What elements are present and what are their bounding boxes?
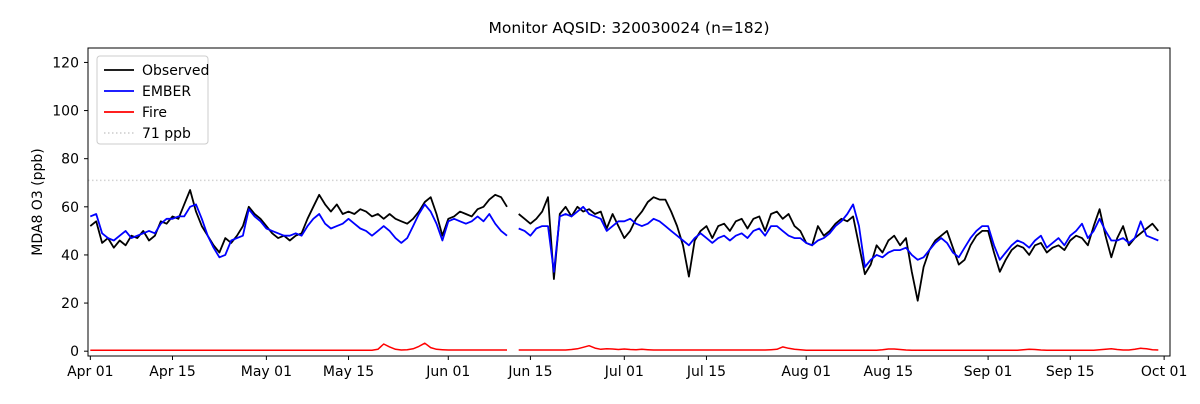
fire-line [90,342,507,351]
observed-line [89,189,508,254]
y-tick-label: 0 [70,344,79,360]
x-tick-label: Aug 15 [864,364,914,380]
legend-label-fire: Fire [142,105,167,121]
x-tick-label: Apr 01 [67,364,113,380]
x-tick-label: Jul 01 [604,364,644,380]
x-tick-label: May 01 [241,364,292,380]
legend-label-observed: Observed [142,63,209,79]
x-tick-label: Sep 15 [1046,364,1095,380]
x-tick-label: Aug 01 [781,364,831,380]
y-tick-label: 120 [52,55,79,71]
x-tick-label: Jun 15 [507,364,552,380]
x-tick-label: May 15 [323,364,374,380]
ember-line [89,203,508,259]
observed-line [518,196,1159,302]
fire-line [518,344,1159,351]
x-tick-label: Oct 01 [1141,364,1187,380]
legend-box [96,55,209,145]
y-tick-label: 60 [61,200,79,216]
y-axis-label: MDA8 O3 (ppb) [30,148,46,256]
x-tick-label: Jul 15 [686,364,726,380]
x-tick-label: Sep 01 [964,364,1013,380]
ember-line [518,203,1159,273]
x-tick-label: Apr 15 [149,364,195,380]
legend-label-71-ppb: 71 ppb [142,126,191,142]
x-tick-label: Jun 01 [425,364,470,380]
axes-region: Apr 01 Apr 15 May 01 May 15 Jun 01 Jun 15 Jul … [52,47,1187,380]
y-tick-label: 20 [61,296,79,312]
chart-title: Monitor AQSID: 320030024 (n=182) [488,19,769,37]
y-tick-label: 40 [61,248,79,264]
y-tick-label: 100 [52,104,79,120]
legend-label-ember: EMBER [142,84,191,100]
axes-box [87,47,1171,357]
y-tick-label: 80 [61,152,79,168]
